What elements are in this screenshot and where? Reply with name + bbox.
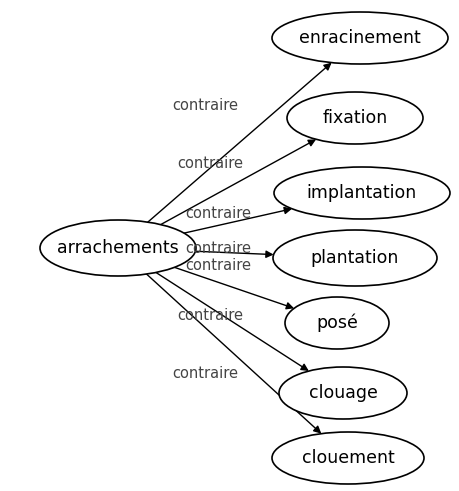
Text: contraire: contraire — [185, 206, 251, 220]
Text: implantation: implantation — [306, 184, 416, 202]
Text: contraire: contraire — [172, 98, 237, 112]
Text: clouage: clouage — [308, 384, 377, 402]
Ellipse shape — [271, 432, 423, 484]
Ellipse shape — [285, 297, 388, 349]
Text: arrachements: arrachements — [57, 239, 179, 257]
Ellipse shape — [286, 92, 422, 144]
Text: clouement: clouement — [301, 449, 393, 467]
Text: contraire: contraire — [177, 156, 242, 170]
Text: contraire: contraire — [172, 365, 237, 381]
Text: fixation: fixation — [322, 109, 387, 127]
Text: contraire: contraire — [185, 241, 251, 255]
Ellipse shape — [279, 367, 406, 419]
Ellipse shape — [271, 12, 447, 64]
Text: enracinement: enracinement — [298, 29, 420, 47]
Text: contraire: contraire — [177, 307, 242, 323]
Ellipse shape — [40, 220, 196, 276]
Text: contraire: contraire — [185, 257, 251, 273]
Text: posé: posé — [315, 314, 357, 332]
Text: plantation: plantation — [310, 249, 398, 267]
Ellipse shape — [272, 230, 436, 286]
Ellipse shape — [274, 167, 449, 219]
